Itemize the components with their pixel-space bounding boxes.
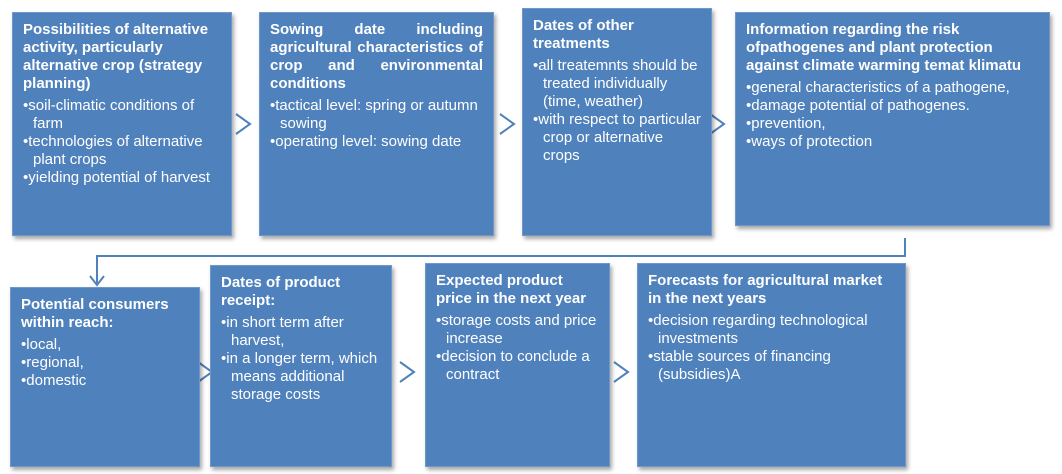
bullet-item: yielding potential of harvest <box>23 169 221 187</box>
process-box: Forecasts for agricultural market in the… <box>637 263 906 467</box>
bullet-item: domestic <box>21 372 189 390</box>
bullet-item: general characteristics of a pathogene, <box>746 79 1039 97</box>
bullet-item: prevention, <box>746 115 1039 133</box>
arrow <box>235 113 252 135</box>
arrow <box>709 113 726 135</box>
process-box: Expected product price in the next year s… <box>425 263 610 467</box>
bullet-item: operating level: sowing date <box>270 133 483 151</box>
process-box: Potential consumers within reach: local,r… <box>10 287 200 467</box>
bullet-item: technologies of alternative plant crops <box>23 133 221 169</box>
box-title: Forecasts for agricultural market in the… <box>648 272 883 307</box>
bullet-item: decision regarding technological investm… <box>648 312 895 348</box>
process-box: Information regarding the risk ofpathoge… <box>735 12 1050 226</box>
bullet-item: in a longer term, which means additional… <box>221 350 381 404</box>
box-title: Sowing date including agricultural chara… <box>270 21 483 92</box>
process-box: Dates of product receipt: in short term a… <box>210 265 392 467</box>
arrow <box>399 361 416 383</box>
bullet-item: decision to conclude a contract <box>436 348 599 384</box>
bullet-item: tactical level: spring or autumn sowing <box>270 97 483 133</box>
bullet-item: storage costs and price increase <box>436 312 599 348</box>
process-box: Dates of other treatments all treatemnts … <box>522 8 712 236</box>
arrow <box>613 361 630 383</box>
box-title: Information regarding the risk ofpathoge… <box>746 21 1022 74</box>
bullet-item: all treatemnts should be treated individ… <box>533 57 701 111</box>
bullet-item: in short term after harvest, <box>221 314 381 350</box>
process-box: Possibilities of alternative activity, p… <box>12 12 232 236</box>
bullet-item: local, <box>21 336 189 354</box>
box-title: Possibilities of alternative activity, p… <box>23 21 209 92</box>
arrow <box>499 113 516 135</box>
box-title: Potential consumers within reach: <box>21 296 169 331</box>
box-title: Dates of other treatments <box>533 17 634 52</box>
bullet-item: stable sources of financing (subsidies)A <box>648 348 895 384</box>
chevrons <box>197 113 726 383</box>
arrow <box>89 275 105 287</box>
bullet-item: regional, <box>21 354 189 372</box>
process-box: Sowing date including agricultural chara… <box>259 12 494 236</box>
box-title: Dates of product receipt: <box>221 274 341 309</box>
box-title: Expected product price in the next year <box>436 272 587 307</box>
bullet-item: damage potential of pathogenes. <box>746 97 1039 115</box>
bullet-item: ways of protection <box>746 133 1039 151</box>
link-line <box>96 238 906 283</box>
bullet-item: soil-climatic conditions of farm <box>23 97 221 133</box>
bullet-item: with respect to particular crop or alter… <box>533 111 701 165</box>
